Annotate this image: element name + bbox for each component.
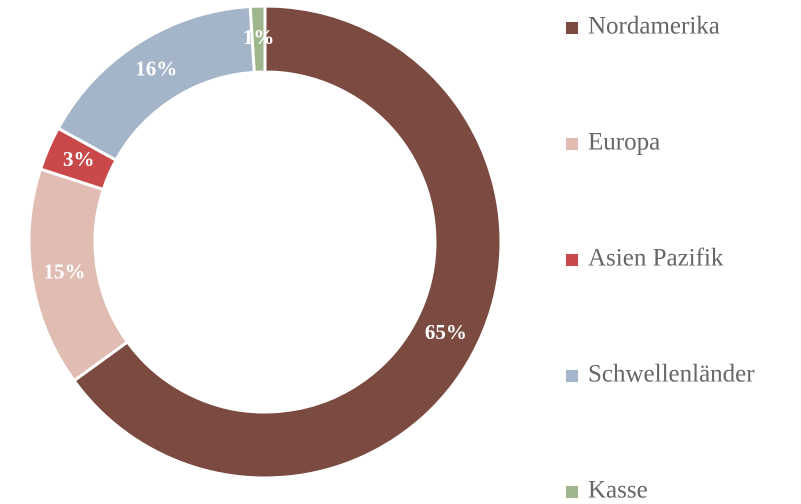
legend-label: Schwellenländer: [588, 361, 755, 388]
legend-swatch: [566, 138, 578, 150]
legend-label: Nordamerika: [588, 13, 720, 40]
legend-swatch: [566, 486, 578, 498]
slice-label: 1%: [243, 25, 275, 49]
legend-label: Kasse: [588, 477, 648, 504]
legend-swatch: [566, 254, 578, 266]
legend-swatch: [566, 370, 578, 382]
slice-label: 15%: [43, 260, 85, 284]
donut-slice: [71, 4, 503, 480]
legend-swatch: [566, 22, 578, 34]
slice-label: 65%: [425, 320, 467, 344]
legend-label: Europa: [588, 129, 660, 156]
donut-slice: [56, 4, 256, 163]
legend-label: Asien Pazifik: [588, 245, 724, 272]
slice-label: 16%: [135, 56, 177, 80]
donut-slice: [248, 4, 267, 74]
slice-label: 3%: [63, 147, 95, 171]
